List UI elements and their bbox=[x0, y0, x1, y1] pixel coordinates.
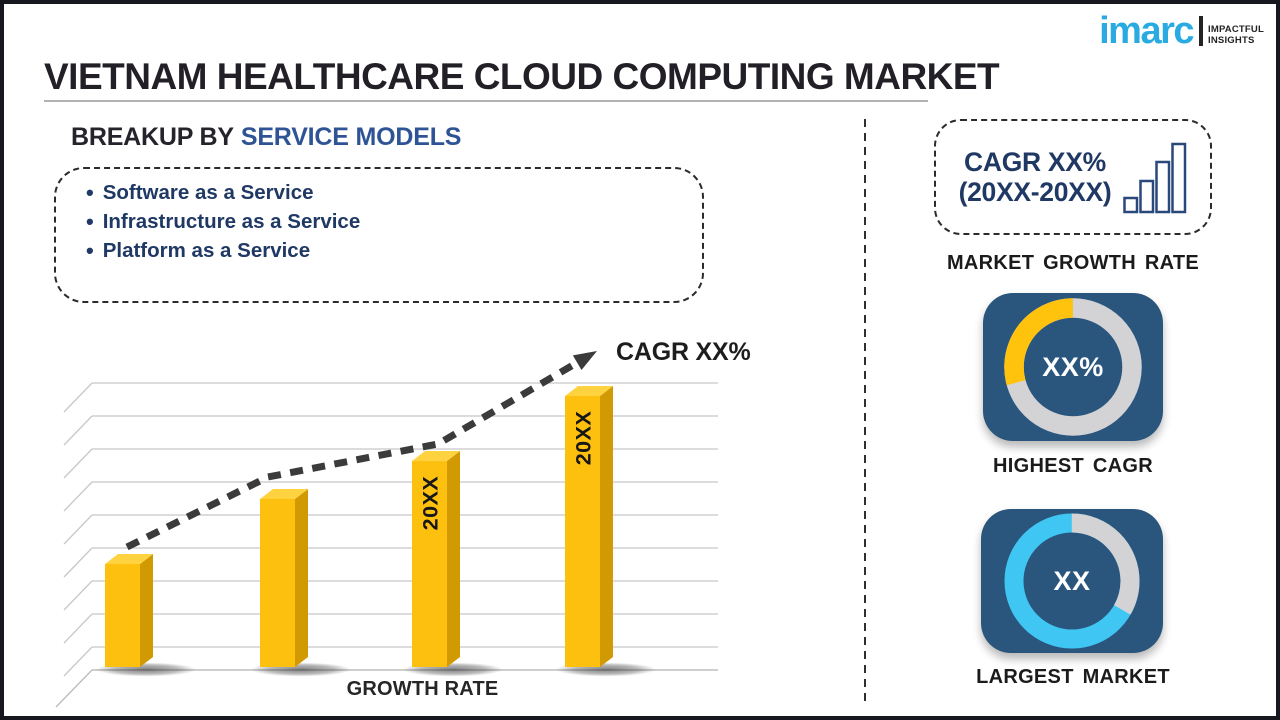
page-title: VIETNAM HEALTHCARE CLOUD COMPUTING MARKE… bbox=[44, 56, 1000, 97]
bar-year-label: 20XX bbox=[572, 411, 596, 466]
service-item: • Software as a Service bbox=[86, 178, 702, 207]
title-underline bbox=[44, 100, 928, 102]
imarc-logo: imarc IMPACTFUL INSIGHTS bbox=[1099, 10, 1264, 53]
logo-tagline-line1: IMPACTFUL bbox=[1208, 24, 1264, 36]
imarc-logo-text: imarc bbox=[1099, 10, 1194, 53]
bar-side-face bbox=[140, 554, 153, 667]
highest-cagr-value: XX% bbox=[1042, 351, 1104, 382]
donut-chart-icon bbox=[1004, 298, 1142, 436]
breakup-heading-highlight: SERVICE MODELS bbox=[240, 123, 462, 151]
donut-chart-icon bbox=[1004, 513, 1140, 649]
growth-bars-icon bbox=[1123, 142, 1187, 214]
breakup-heading: BREAKUP BY SERVICE MODELS bbox=[71, 123, 461, 152]
donut-highlight-arc bbox=[1004, 513, 1140, 649]
largest-market-card: XX bbox=[981, 509, 1163, 653]
logo-tagline: IMPACTFUL INSIGHTS bbox=[1208, 24, 1264, 47]
cagr-dashed-box: CAGR XX% (20XX-20XX) bbox=[934, 119, 1212, 235]
bar bbox=[565, 396, 600, 667]
highest-cagr-card: XX% bbox=[983, 293, 1163, 441]
vertical-dashed-divider bbox=[864, 119, 866, 705]
bar-top-face bbox=[260, 488, 308, 499]
logo-tagline-line2: INSIGHTS bbox=[1208, 34, 1255, 46]
largest-market-value: XX bbox=[1053, 565, 1091, 596]
service-models-box: • Software as a Service • Infrastructure… bbox=[54, 167, 704, 303]
trend-dashed-line bbox=[125, 357, 582, 551]
donut-highlight-arc bbox=[1004, 298, 1142, 436]
market-growth-rate-label: MARKET GROWTH RATE bbox=[946, 252, 1200, 274]
chart-bars: 20XX 20XX bbox=[96, 386, 656, 677]
trend-arrow bbox=[125, 351, 597, 551]
service-item-label: Infrastructure as a Service bbox=[102, 210, 361, 233]
bullet-icon: • bbox=[86, 238, 94, 263]
cagr-box-line1: CAGR XX% bbox=[964, 147, 1106, 177]
bar-year-label: 20XX bbox=[419, 476, 443, 531]
bar-side-face bbox=[447, 451, 460, 667]
service-item-label: Platform as a Service bbox=[102, 239, 311, 262]
service-models-list: • Software as a Service • Infrastructure… bbox=[86, 178, 702, 265]
chart-gridlines bbox=[55, 382, 718, 708]
breakup-heading-prefix: BREAKUP BY bbox=[71, 123, 234, 151]
bullet-icon: • bbox=[86, 209, 94, 234]
bar-top-face bbox=[412, 451, 460, 462]
bar-top-face bbox=[105, 554, 153, 565]
highest-cagr-label: HIGHEST CAGR bbox=[993, 455, 1153, 477]
chart-cagr-annotation: CAGR XX% bbox=[616, 338, 751, 366]
bar bbox=[105, 564, 140, 667]
bar-side-face bbox=[295, 488, 308, 667]
cagr-box-line2: (20XX-20XX) bbox=[958, 177, 1112, 207]
bar bbox=[260, 498, 295, 667]
service-item-label: Software as a Service bbox=[102, 181, 314, 204]
cagr-box-text: CAGR XX% (20XX-20XX) bbox=[959, 147, 1112, 207]
chart-x-axis-label: GROWTH RATE bbox=[346, 678, 499, 700]
service-item: • Infrastructure as a Service bbox=[86, 207, 702, 236]
service-item: • Platform as a Service bbox=[86, 236, 702, 265]
largest-market-donut: XX bbox=[1001, 510, 1143, 652]
bar-top-face bbox=[565, 386, 613, 396]
bar bbox=[412, 461, 447, 667]
trend-arrowhead-icon bbox=[572, 351, 597, 370]
bullet-icon: • bbox=[86, 180, 94, 205]
highest-cagr-donut: XX% bbox=[1002, 296, 1144, 438]
bar-side-face bbox=[600, 386, 613, 667]
logo-divider bbox=[1199, 16, 1204, 46]
largest-market-label: LARGEST MARKET bbox=[976, 666, 1170, 688]
